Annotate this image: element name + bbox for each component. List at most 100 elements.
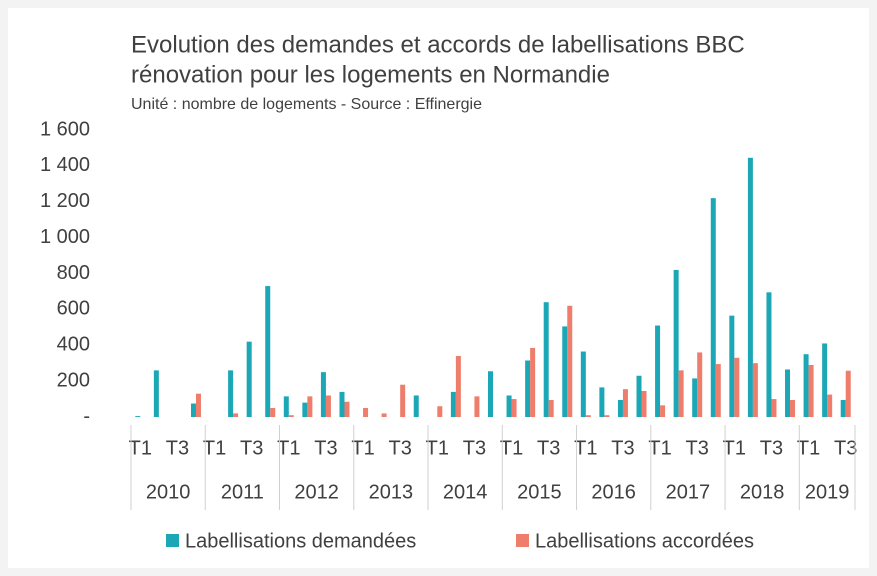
x-tick-label: T3 <box>240 437 263 459</box>
y-tick-label: 1 000 <box>40 226 90 248</box>
x-tick-label: T1 <box>351 437 374 459</box>
bar <box>506 395 512 417</box>
bar <box>246 341 252 417</box>
y-tick-label: - <box>83 405 90 427</box>
y-tick-label: 200 <box>57 369 90 391</box>
bar <box>320 372 326 417</box>
bar <box>363 408 369 417</box>
x-tick-label: T1 <box>648 437 671 459</box>
bar <box>766 292 772 417</box>
bar <box>548 399 554 417</box>
bar <box>302 402 308 417</box>
bar <box>567 305 573 417</box>
bar <box>511 399 517 417</box>
x-tick-label: T1 <box>500 437 523 459</box>
bar <box>228 370 234 417</box>
y-tick-label: 600 <box>57 298 90 320</box>
x-group-label: 2012 <box>294 481 339 503</box>
x-tick-label: T3 <box>760 437 783 459</box>
bar <box>734 357 740 417</box>
x-group-label: 2018 <box>740 481 785 503</box>
bar <box>488 371 493 417</box>
x-group-label: 2010 <box>146 481 191 503</box>
bar <box>747 157 753 417</box>
x-group-label: 2017 <box>666 481 711 503</box>
bar <box>729 315 735 417</box>
x-tick-label: T1 <box>574 437 597 459</box>
x-group-label: 2019 <box>805 481 850 503</box>
x-tick-label: T3 <box>834 437 857 459</box>
bar <box>715 364 721 417</box>
bar <box>752 363 758 417</box>
bar <box>562 326 568 417</box>
y-tick-label: 1 600 <box>40 118 90 140</box>
bar <box>604 415 610 417</box>
chart-title: Evolution des demandes et accords de lab… <box>131 31 745 58</box>
bar <box>190 403 196 417</box>
bar <box>697 352 703 417</box>
bar <box>822 343 828 417</box>
bar <box>381 413 387 417</box>
bar <box>400 384 406 417</box>
bar <box>270 408 276 417</box>
bar <box>339 391 345 417</box>
bar <box>785 369 791 417</box>
bar <box>692 378 698 417</box>
legend-label: Labellisations accordées <box>535 530 754 552</box>
bar <box>325 395 331 417</box>
y-tick-label: 800 <box>57 262 90 284</box>
bar <box>450 391 456 417</box>
x-tick-label: T3 <box>611 437 634 459</box>
bar <box>265 286 271 417</box>
bar <box>153 370 159 417</box>
x-tick-label: T1 <box>797 437 820 459</box>
bar <box>233 413 239 417</box>
bar <box>622 389 628 417</box>
chart-title: rénovation pour les logements en Normand… <box>131 61 610 88</box>
y-tick-label: 1 200 <box>40 190 90 212</box>
legend-swatch <box>516 534 529 547</box>
bar <box>135 416 141 417</box>
chart-subtitle: Unité : nombre de logements - Source : E… <box>131 96 482 113</box>
bar <box>771 399 777 417</box>
bar <box>790 399 796 417</box>
bar <box>660 405 666 417</box>
x-tick-label: T3 <box>537 437 560 459</box>
x-tick-label: T3 <box>166 437 189 459</box>
bar <box>827 394 833 417</box>
x-group-label: 2015 <box>517 481 562 503</box>
x-tick-label: T1 <box>723 437 746 459</box>
x-tick-label: T1 <box>426 437 449 459</box>
x-group-label: 2014 <box>443 481 488 503</box>
y-tick-label: 1 400 <box>40 154 90 176</box>
x-group-label: 2016 <box>591 481 636 503</box>
x-tick-label: T3 <box>463 437 486 459</box>
bar <box>673 269 679 417</box>
bar <box>288 415 294 417</box>
bar <box>840 399 846 417</box>
bar <box>599 387 605 417</box>
x-group-label: 2011 <box>221 481 264 503</box>
bar <box>655 325 661 417</box>
bar <box>845 370 851 417</box>
x-tick-label: T3 <box>389 437 412 459</box>
bar <box>283 396 289 417</box>
bar <box>474 396 480 417</box>
bar <box>344 401 350 417</box>
bar <box>525 360 531 417</box>
bar <box>678 370 684 417</box>
x-tick-label: T3 <box>314 437 337 459</box>
bar <box>803 354 809 417</box>
bar <box>307 396 313 417</box>
x-tick-label: T3 <box>686 437 709 459</box>
bar <box>641 390 647 417</box>
bar <box>437 406 443 417</box>
bar <box>195 393 201 417</box>
x-tick-label: T1 <box>129 437 152 459</box>
bar <box>808 364 814 417</box>
bar <box>585 415 591 417</box>
bar <box>580 351 586 417</box>
x-group-label: 2013 <box>369 481 414 503</box>
y-tick-label: 400 <box>57 334 90 356</box>
